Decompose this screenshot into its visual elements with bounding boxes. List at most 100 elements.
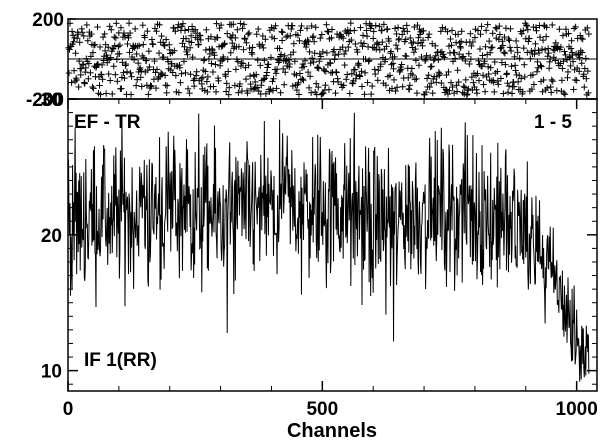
phase-point xyxy=(348,36,355,44)
phase-point xyxy=(534,58,541,66)
phase-point xyxy=(80,60,87,68)
phase-point xyxy=(544,45,552,52)
phase-point xyxy=(330,46,338,53)
phase-point xyxy=(338,33,345,40)
phase-point xyxy=(275,59,282,66)
phase-point xyxy=(424,34,432,41)
phase-point xyxy=(585,30,593,38)
phase-point xyxy=(375,41,382,48)
phase-point xyxy=(83,21,91,29)
phase-point xyxy=(397,66,405,73)
phase-point xyxy=(387,48,395,55)
phase-point xyxy=(163,82,171,89)
phase-point xyxy=(100,57,107,64)
phase-point xyxy=(346,90,353,97)
phase-point xyxy=(87,53,95,60)
phase-point xyxy=(111,42,118,49)
phase-point xyxy=(295,91,303,98)
phase-point xyxy=(386,72,394,79)
phase-point xyxy=(235,43,243,50)
phase-point xyxy=(409,71,417,79)
phase-y-tick-label: -200 xyxy=(26,90,64,111)
phase-point xyxy=(269,78,276,85)
phase-point xyxy=(531,50,538,58)
phase-point xyxy=(575,68,583,75)
phase-point xyxy=(147,82,154,89)
phase-point xyxy=(410,49,418,56)
phase-point xyxy=(576,54,583,61)
phase-point xyxy=(166,41,173,48)
phase-point xyxy=(496,22,503,30)
phase-point xyxy=(203,26,210,33)
phase-point xyxy=(118,85,125,92)
phase-point xyxy=(375,66,382,74)
phase-point xyxy=(82,64,90,72)
phase-point xyxy=(557,43,565,51)
phase-point xyxy=(412,57,420,64)
phase-point xyxy=(532,24,540,31)
phase-point xyxy=(385,37,393,45)
phase-point xyxy=(151,25,159,32)
phase-point xyxy=(309,34,316,41)
phase-markers xyxy=(65,19,593,99)
phase-point xyxy=(264,64,271,71)
amp-x-tick-label: 1000 xyxy=(556,399,598,420)
phase-point xyxy=(479,52,486,59)
phase-point xyxy=(546,58,553,66)
phase-point xyxy=(225,68,232,75)
phase-point xyxy=(506,37,513,44)
phase-point xyxy=(393,30,400,38)
phase-point xyxy=(549,78,556,85)
phase-point xyxy=(537,62,544,69)
phase-point xyxy=(518,75,525,82)
phase-point xyxy=(518,30,525,37)
phase-point xyxy=(243,39,250,47)
phase-point xyxy=(213,20,220,27)
phase-point xyxy=(501,50,509,57)
phase-point xyxy=(328,34,335,42)
phase-point xyxy=(70,67,78,74)
amplitude-series-line xyxy=(68,112,590,382)
phase-point xyxy=(535,49,543,57)
amp-x-tick-label: 0 xyxy=(63,399,74,420)
phase-point xyxy=(467,55,475,63)
phase-point xyxy=(184,51,191,58)
phase-point xyxy=(120,69,127,76)
phase-point xyxy=(358,83,366,90)
phase-point xyxy=(379,38,386,46)
phase-point xyxy=(473,86,480,93)
phase-point xyxy=(160,53,167,61)
phase-point xyxy=(308,22,315,30)
phase-point xyxy=(105,70,112,78)
phase-point xyxy=(372,22,379,29)
phase-point xyxy=(204,73,212,81)
phase-point xyxy=(122,60,130,68)
phase-point xyxy=(460,53,467,60)
phase-point xyxy=(365,57,373,64)
phase-point xyxy=(332,89,339,97)
phase-point xyxy=(253,71,260,78)
phase-point xyxy=(321,67,328,74)
phase-point xyxy=(163,89,170,97)
phase-point xyxy=(76,39,83,46)
phase-point xyxy=(237,20,244,27)
phase-point xyxy=(495,36,503,43)
phase-point xyxy=(404,28,411,35)
phase-point xyxy=(217,21,225,29)
phase-point xyxy=(502,24,510,32)
phase-point xyxy=(541,46,549,54)
phase-point xyxy=(127,91,135,98)
phase-point xyxy=(342,47,349,55)
phase-point xyxy=(361,69,369,77)
phase-point xyxy=(85,60,93,67)
phase-point xyxy=(221,40,228,47)
phase-point xyxy=(65,69,73,77)
phase-point xyxy=(98,61,106,69)
phase-point xyxy=(205,55,213,63)
phase-point xyxy=(470,79,477,86)
phase-point xyxy=(146,63,153,71)
phase-point xyxy=(328,26,336,33)
phase-point xyxy=(451,49,458,56)
phase-point xyxy=(110,63,117,70)
phase-point xyxy=(222,73,229,80)
